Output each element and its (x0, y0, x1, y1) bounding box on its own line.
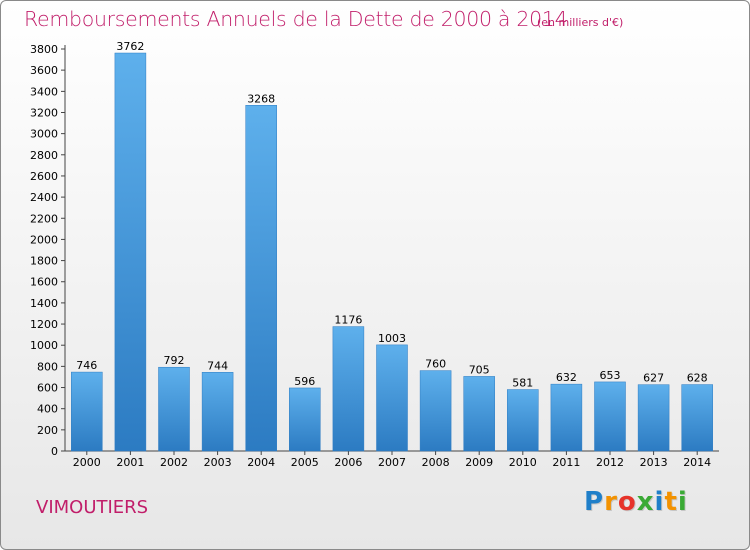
y-tick-label: 2600 (30, 170, 58, 183)
y-tick-label: 3600 (30, 64, 58, 77)
x-tick-label-2001: 2001 (116, 456, 144, 469)
x-tick-label-2011: 2011 (552, 456, 580, 469)
bar-2012 (594, 381, 626, 452)
x-tick-label-2009: 2009 (465, 456, 493, 469)
value-label-2014: 628 (687, 372, 708, 385)
commune-name: VIMOUTIERS (36, 497, 149, 518)
proxiti-logo: Proxiti (584, 487, 688, 517)
bar-2009 (463, 376, 495, 452)
bar-2002 (158, 366, 190, 452)
y-tick-label: 200 (37, 424, 58, 437)
y-tick-label: 400 (37, 403, 58, 416)
logo-letter: t (664, 487, 678, 517)
bar-2003 (201, 372, 234, 452)
y-tick-label: 1800 (30, 255, 58, 268)
value-label-2013: 627 (643, 372, 664, 385)
y-tick-label: 600 (37, 382, 58, 395)
value-label-2007: 1003 (378, 332, 406, 345)
y-tick-label: 2200 (30, 212, 58, 225)
chart-title: Remboursements Annuels de la Dette de 20… (24, 7, 568, 31)
chart-subtitle: (en milliers d'€) (537, 16, 624, 29)
value-label-2006: 1176 (334, 314, 362, 327)
x-tick-label-2010: 2010 (509, 456, 537, 469)
x-tick-label-2007: 2007 (378, 456, 406, 469)
logo-letter: i (654, 487, 665, 517)
y-tick-label: 0 (51, 445, 58, 458)
value-label-2009: 705 (469, 363, 490, 376)
logo-letter: i (677, 487, 688, 517)
bar-2008 (419, 370, 452, 452)
bar-2000 (71, 371, 103, 452)
x-axis: 2000 2001 2002 2003 2004 2005 2006 2007 2008 2009… (65, 450, 719, 469)
y-tick-label: 1600 (30, 276, 58, 289)
value-label-2008: 760 (425, 358, 446, 371)
y-tick-label: 800 (37, 360, 58, 373)
y-tick-label: 3800 (30, 43, 58, 56)
x-tick-label-2003: 2003 (204, 456, 232, 469)
y-axis: 0 200 400 600 800 1000 1200 1400 1600 1800 2000 220… (30, 43, 66, 458)
logo-letter: x (636, 487, 655, 517)
y-tick-label: 3200 (30, 106, 58, 119)
bar-2013 (637, 384, 670, 452)
y-tick-label: 1400 (30, 297, 58, 310)
logo-letter: r (604, 487, 618, 517)
x-tick-label-2002: 2002 (160, 456, 188, 469)
x-tick-label-2008: 2008 (422, 456, 450, 469)
bar-2004 (245, 105, 277, 452)
value-label-2010: 581 (512, 377, 533, 390)
y-tick-label: 2400 (30, 191, 58, 204)
x-tick-label-2004: 2004 (247, 456, 275, 469)
value-label-2003: 744 (207, 359, 228, 372)
x-tick-label-2005: 2005 (291, 456, 319, 469)
bar-2011 (550, 383, 583, 452)
bar-2001 (114, 52, 147, 452)
bar-2006 (332, 326, 365, 452)
value-label-2004: 3268 (247, 92, 275, 105)
bar-2014 (681, 384, 713, 452)
x-tick-label-2000: 2000 (73, 456, 101, 469)
x-tick-label-2013: 2013 (640, 456, 668, 469)
logo-letter: P (584, 487, 605, 517)
value-label-2000: 746 (76, 359, 97, 372)
bar-2005 (289, 387, 321, 452)
value-label-2005: 596 (294, 375, 315, 388)
bar-2010 (507, 389, 539, 452)
bar-2007 (376, 344, 408, 452)
x-tick-label-2012: 2012 (596, 456, 624, 469)
value-labels-group: 746 3762 792 744 3268 596 1176 1003 760 705 581 632… (76, 40, 707, 390)
value-label-2002: 792 (164, 354, 185, 367)
y-tick-label: 2800 (30, 149, 58, 162)
y-tick-label: 1000 (30, 339, 58, 352)
logo-letter: o (617, 487, 637, 517)
x-tick-label-2006: 2006 (334, 456, 362, 469)
bars-group (71, 52, 713, 452)
value-label-2012: 653 (600, 369, 621, 382)
y-tick-label: 3000 (30, 128, 58, 141)
y-tick-label: 3400 (30, 85, 58, 98)
x-tick-label-2014: 2014 (683, 456, 711, 469)
value-label-2001: 3762 (116, 40, 144, 53)
value-label-2011: 632 (556, 371, 577, 384)
y-tick-label: 2000 (30, 233, 58, 246)
y-tick-label: 1200 (30, 318, 58, 331)
